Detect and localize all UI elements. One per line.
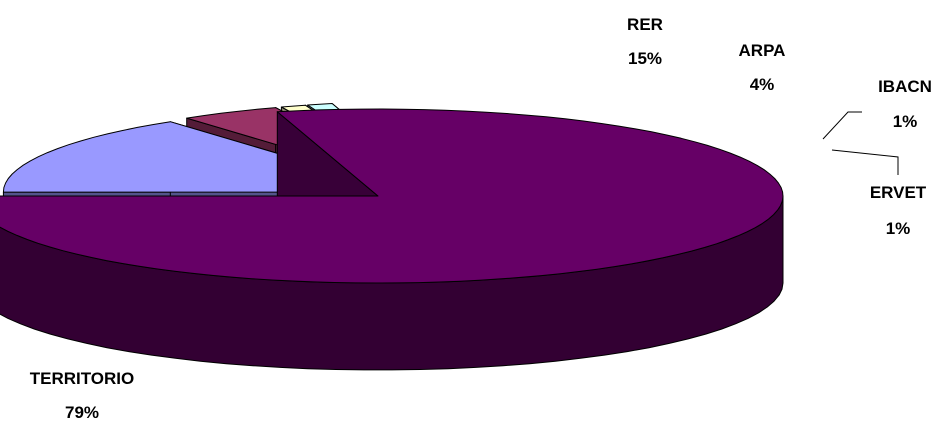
slice-label-rer-value: 15% xyxy=(628,49,662,68)
leader-lines xyxy=(822,111,899,175)
pie-slices xyxy=(0,103,784,371)
slice-label-territorio-name: TERRITORIO xyxy=(30,369,135,388)
slice-label-arpa-value: 4% xyxy=(750,75,775,94)
slice-label-arpa-name: ARPA xyxy=(739,41,786,60)
leader-line-ibacn xyxy=(822,111,862,140)
slice-label-ibacn-name: IBACN xyxy=(878,77,932,96)
pie-slice-territorio-top xyxy=(0,108,784,284)
slice-label-ervet-value: 1% xyxy=(886,219,911,238)
leader-line-ervet xyxy=(831,149,899,175)
slice-label-territorio-value: 79% xyxy=(65,403,99,422)
pie-slice-territorio xyxy=(0,108,784,371)
slice-label-ervet-name: ERVET xyxy=(870,183,927,202)
data-labels: RER 15% ARPA 4% IBACN 1% ERVET 1% TERRIT… xyxy=(30,15,932,422)
slice-label-ibacn-value: 1% xyxy=(893,112,918,131)
slice-label-rer-name: RER xyxy=(627,15,663,34)
